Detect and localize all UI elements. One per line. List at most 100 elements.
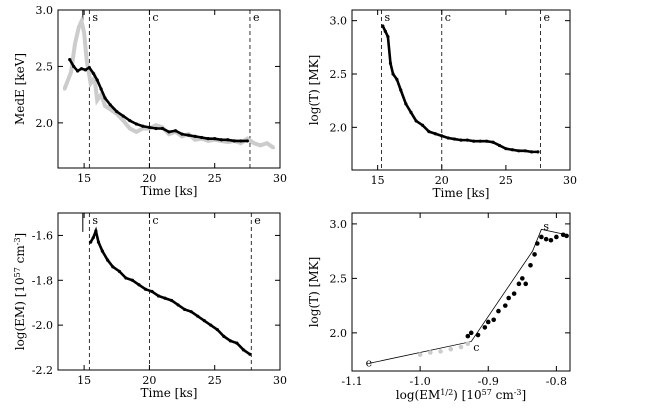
- data-point: [75, 69, 80, 73]
- x-axis-label: log(EM1/2) [1057 cm-3]: [396, 388, 526, 403]
- data-point: [446, 136, 450, 140]
- data-point: [202, 319, 206, 323]
- data-point: [222, 334, 226, 338]
- data-point: [517, 149, 521, 153]
- marker-label-e: e: [544, 11, 551, 24]
- y-axis-label: log(EM) [1057 cm-3]: [13, 233, 28, 351]
- data-point: [548, 237, 554, 243]
- data-point: [414, 119, 418, 123]
- data-point: [215, 328, 219, 332]
- data-point: [200, 135, 204, 140]
- data-point: [163, 296, 167, 300]
- data-point: [117, 269, 121, 273]
- y-tick-label: 3.0: [36, 4, 54, 17]
- data-point: [85, 59, 89, 63]
- data-point: [83, 68, 88, 72]
- data-point: [535, 241, 540, 246]
- data-point: [536, 150, 540, 154]
- point-label-s: s: [543, 220, 549, 233]
- data-point: [196, 314, 200, 318]
- marker-label-e: e: [253, 11, 260, 24]
- data-point: [428, 350, 433, 355]
- data-point: [468, 330, 474, 336]
- data-point: [173, 129, 178, 133]
- x-tick-label: 30: [273, 374, 287, 387]
- data-point: [539, 234, 544, 240]
- data-point: [100, 249, 104, 253]
- marker-label-s: s: [92, 11, 98, 24]
- data-point: [399, 88, 403, 92]
- data-point: [124, 276, 128, 280]
- data-point: [193, 138, 197, 142]
- data-point: [226, 138, 230, 142]
- data-point: [111, 265, 115, 269]
- data-point: [391, 72, 395, 76]
- data-point: [265, 141, 269, 145]
- data-point: [79, 19, 84, 23]
- panel-1: 15 20 25 30 2.0 2.5 3.0 Time [ks] MedE [keV] s c e: [13, 4, 287, 198]
- y-axis-label: log(T) [MK]: [307, 257, 321, 328]
- data-point: [147, 125, 152, 129]
- data-point: [68, 58, 72, 62]
- data-point: [73, 42, 77, 46]
- data-point: [95, 98, 99, 102]
- data-point: [564, 233, 569, 239]
- x-tick-label: 30: [563, 174, 577, 187]
- x-axis-label: Time [ks]: [141, 184, 198, 198]
- data-point: [248, 352, 252, 356]
- y-tick-label: -2.2: [32, 364, 53, 377]
- data-point: [186, 133, 191, 137]
- series-line-grey: [62, 15, 275, 150]
- data-point: [228, 339, 232, 343]
- data-point: [458, 344, 464, 350]
- x-tick-label: 20: [435, 174, 449, 187]
- data-point: [383, 29, 387, 33]
- data-point: [485, 139, 489, 143]
- data-point: [121, 119, 125, 123]
- data-point: [95, 78, 99, 82]
- data-point: [459, 138, 463, 142]
- plot-frame: [57, 9, 281, 169]
- data-point: [206, 137, 210, 141]
- data-point: [440, 134, 444, 138]
- y-axis-label: log(T) [MK]: [307, 55, 321, 126]
- y-tick-label: 3.0: [330, 15, 348, 28]
- point-label-c: c: [473, 341, 479, 354]
- x-tick-label: -1.0: [410, 375, 431, 388]
- data-point: [167, 130, 171, 134]
- data-point: [529, 150, 534, 154]
- data-point: [465, 138, 470, 142]
- x-axis-label: Time [ks]: [433, 186, 490, 200]
- plot-frame: [57, 212, 281, 371]
- x-tick-label: 30: [273, 172, 287, 185]
- data-point: [465, 333, 471, 339]
- data-point: [141, 124, 145, 128]
- data-point: [475, 332, 481, 338]
- data-point: [103, 96, 107, 100]
- marker-label-c: c: [445, 11, 451, 24]
- data-point: [137, 283, 141, 287]
- marker-label-c: c: [152, 214, 158, 227]
- data-point: [154, 123, 158, 127]
- data-point: [532, 252, 537, 257]
- data-point: [128, 119, 132, 123]
- data-point: [478, 139, 482, 143]
- data-point: [128, 126, 132, 131]
- data-point: [89, 81, 93, 85]
- data-point: [245, 139, 249, 143]
- data-point: [502, 303, 508, 308]
- panel-3: 15 20 25 30 -2.2 -2.0 -1.8 -1.6 Time [ks] log(EM)…: [13, 212, 287, 400]
- data-point: [103, 104, 107, 108]
- data-point: [496, 308, 501, 314]
- data-point: [121, 114, 125, 118]
- data-point: [79, 67, 84, 71]
- data-point: [167, 132, 171, 136]
- data-point: [87, 65, 91, 70]
- data-point: [180, 132, 184, 136]
- data-point: [82, 30, 86, 35]
- x-tick-label: 15: [77, 172, 91, 185]
- series-line-black: [89, 226, 251, 356]
- data-point: [554, 234, 559, 240]
- data-point: [485, 319, 491, 325]
